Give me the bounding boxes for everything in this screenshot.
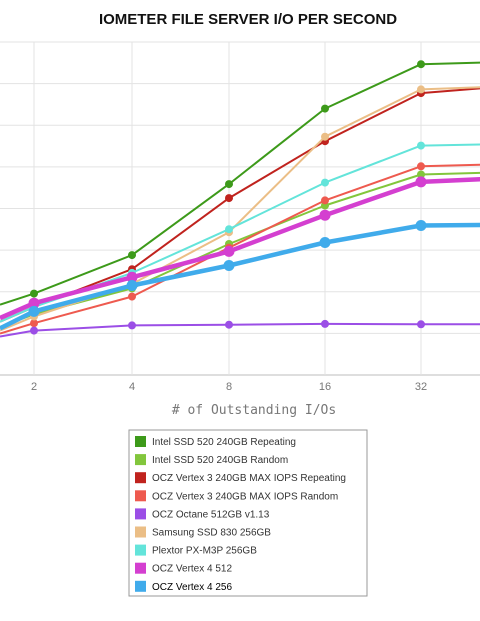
data-point — [225, 320, 233, 329]
data-point — [28, 297, 40, 309]
data-point — [128, 251, 136, 260]
legend-swatch — [135, 580, 146, 592]
x-tick-label: 32 — [415, 381, 427, 393]
data-point — [417, 85, 425, 94]
legend-swatch — [135, 508, 146, 520]
x-tick-label: 8 — [226, 381, 232, 393]
legend-label: Intel SSD 520 240GB Random — [152, 455, 288, 466]
legend-item: OCZ Vertex 4 256 — [135, 580, 232, 593]
legend-item: OCZ Vertex 3 240GB MAX IOPS Repeating — [135, 472, 346, 484]
legend: Intel SSD 520 240GB Repeating Intel SSD 5… — [128, 429, 368, 597]
series-line — [0, 87, 480, 323]
series-8 — [0, 220, 480, 331]
data-point — [417, 170, 425, 179]
legend-swatch — [135, 436, 146, 447]
chart-title: IOMETER FILE SERVER I/O PER SECOND — [99, 11, 397, 28]
data-point — [126, 271, 138, 283]
legend-swatch — [135, 544, 146, 556]
legend-label: Plextor PX-M3P 256GB — [152, 546, 257, 557]
legend-item: Intel SSD 520 240GB Random — [135, 454, 288, 466]
data-point — [30, 319, 38, 328]
series-4 — [0, 319, 480, 338]
data-point — [128, 321, 136, 330]
data-point — [223, 260, 235, 271]
data-point — [321, 319, 329, 328]
legend-label: Samsung SSD 830 256GB — [152, 528, 271, 539]
series-lines — [0, 60, 480, 338]
legend-item: Intel SSD 520 240GB Repeating — [135, 436, 296, 448]
series-7 — [0, 176, 480, 321]
data-point — [321, 178, 329, 187]
data-point — [126, 280, 138, 291]
x-tick-label: 2 — [31, 381, 37, 393]
series-line — [0, 177, 480, 321]
legend-item: OCZ Vertex 3 240GB MAX IOPS Random — [135, 490, 338, 502]
data-point — [225, 225, 233, 234]
data-point — [319, 209, 331, 221]
data-point — [225, 180, 233, 189]
data-point — [417, 162, 425, 171]
x-tick-label: 16 — [319, 381, 331, 393]
legend-label: OCZ Vertex 3 240GB MAX IOPS Random — [152, 491, 338, 502]
x-axis-label: # of Outstanding I/Os — [172, 403, 336, 418]
legend-item: Samsung SSD 830 256GB — [135, 526, 271, 539]
data-point — [321, 196, 329, 205]
data-point — [415, 176, 427, 188]
legend-box — [128, 429, 368, 597]
data-point — [223, 245, 235, 257]
legend-label: OCZ Vertex 4 512 — [152, 564, 232, 575]
data-point — [128, 292, 136, 301]
x-tick-label: 4 — [129, 381, 135, 393]
data-point — [321, 104, 329, 113]
data-point — [417, 60, 425, 69]
legend-item: Plextor PX-M3P 256GB — [135, 544, 257, 557]
legend-label: OCZ Vertex 4 256 — [152, 582, 232, 593]
legend-swatch — [135, 562, 146, 574]
legend-item: OCZ Octane 512GB v1.13 — [135, 508, 270, 520]
legend-swatch — [135, 490, 146, 502]
data-point — [225, 194, 233, 203]
series-0 — [0, 60, 480, 306]
series-2 — [0, 87, 480, 323]
data-point — [417, 141, 425, 150]
data-point — [415, 220, 427, 231]
data-point — [30, 289, 38, 298]
data-point — [321, 132, 329, 141]
data-point — [28, 305, 40, 317]
legend-item: OCZ Vertex 4 512 — [135, 562, 232, 575]
x-tick-labels: 2 4 8 16 32 — [31, 381, 427, 393]
data-point — [319, 237, 331, 248]
legend-label: OCZ Vertex 3 240GB MAX IOPS Repeating — [152, 473, 346, 484]
legend-swatch — [135, 472, 146, 484]
series-line — [0, 61, 480, 306]
legend-swatch — [135, 454, 146, 466]
legend-swatch — [135, 526, 146, 538]
data-point — [417, 320, 425, 329]
legend-label: OCZ Octane 512GB v1.13 — [152, 509, 270, 520]
legend-label: Intel SSD 520 240GB Repeating — [152, 437, 296, 448]
series-line — [0, 322, 480, 338]
data-point — [30, 326, 38, 335]
